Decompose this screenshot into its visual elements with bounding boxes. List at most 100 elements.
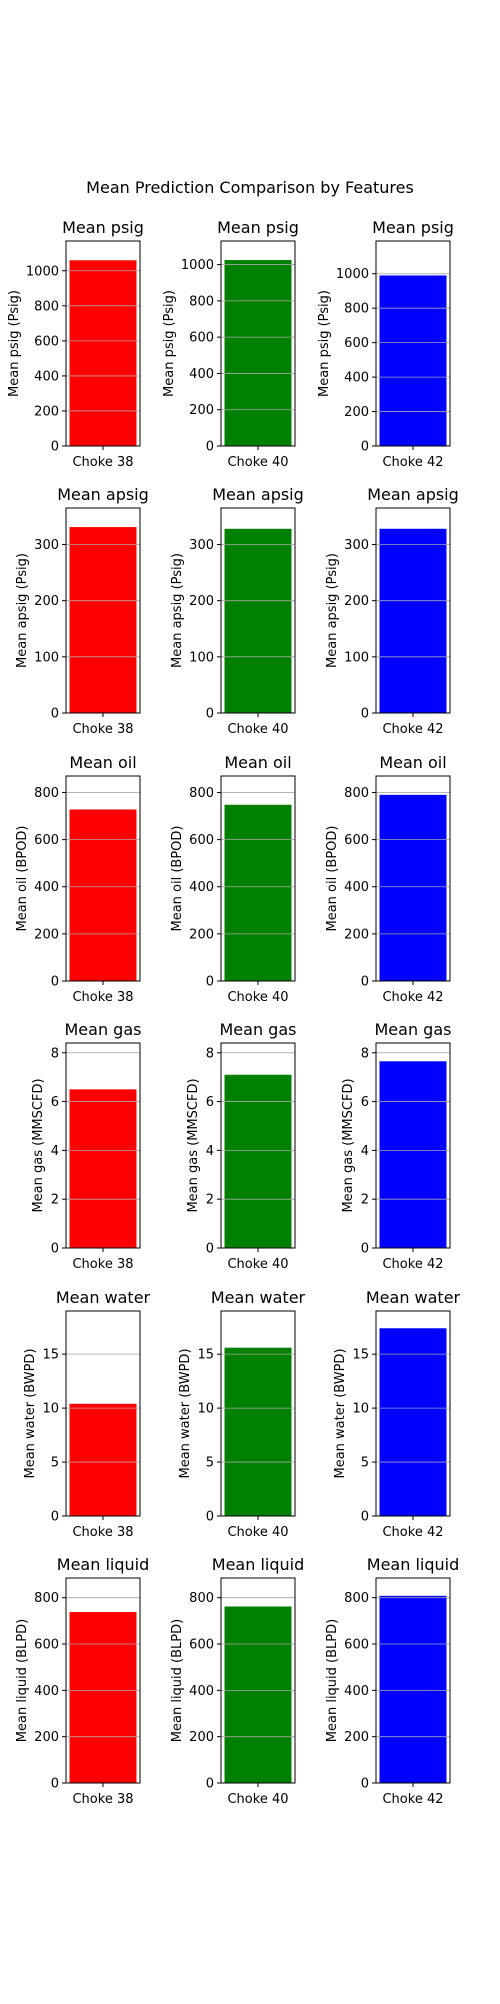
y-tick-label: 200 <box>34 927 59 942</box>
bar <box>379 1061 447 1248</box>
x-tick-label: Choke 40 <box>227 1525 288 1540</box>
bar <box>379 275 447 446</box>
y-tick-label: 8 <box>51 1046 59 1061</box>
subplot-panel: Mean apsig 0 100 200 300 Choke 40 Mean apsig (… <box>170 485 304 737</box>
y-tick-label: 400 <box>344 880 369 895</box>
x-tick-label: Choke 42 <box>382 990 443 1005</box>
y-tick-label: 600 <box>189 331 214 346</box>
y-tick-label: 200 <box>34 594 59 609</box>
subplot-title: Mean psig <box>62 218 144 237</box>
subplot-panel: Mean liquid 0 200 400 600 800 Choke 38 Mean liq… <box>15 1555 149 1807</box>
y-tick-label: 1000 <box>181 258 214 273</box>
y-tick-label: 200 <box>344 927 369 942</box>
subplot-panel: Mean psig 0 200 400 600 800 1000 Choke 40 Mean p… <box>162 218 299 470</box>
y-tick-label: 600 <box>189 1638 214 1653</box>
x-tick-label: Choke 42 <box>382 455 443 470</box>
bar <box>69 1612 137 1783</box>
x-tick-label: Choke 38 <box>72 722 133 737</box>
x-tick-label: Choke 38 <box>72 1257 133 1272</box>
subplot-title: Mean liquid <box>57 1555 149 1574</box>
subplot-panel: Mean water 0 5 10 15 Choke 40 Mean water (BWPD… <box>178 1288 306 1540</box>
bar <box>379 1595 447 1783</box>
y-tick-label: 0 <box>361 1510 369 1525</box>
x-tick-label: Choke 40 <box>227 990 288 1005</box>
y-tick-label: 400 <box>34 1684 59 1699</box>
y-axis-label: Mean water (BWPD) <box>23 1348 38 1478</box>
y-tick-label: 800 <box>34 786 59 801</box>
y-tick-label: 15 <box>197 1348 214 1363</box>
y-tick-label: 0 <box>206 1242 214 1257</box>
subplot-title: Mean water <box>56 1288 151 1307</box>
bar <box>224 1347 292 1516</box>
y-tick-label: 200 <box>189 927 214 942</box>
y-axis-label: Mean apsig (Psig) <box>170 553 185 668</box>
y-axis-label: Mean liquid (BLPD) <box>170 1619 185 1742</box>
y-tick-label: 100 <box>34 650 59 665</box>
y-tick-label: 200 <box>189 594 214 609</box>
y-tick-label: 0 <box>51 975 59 990</box>
y-tick-label: 15 <box>42 1348 59 1363</box>
y-tick-label: 200 <box>34 404 59 419</box>
y-axis-label: Mean apsig (Psig) <box>325 553 340 668</box>
bar <box>69 1403 137 1516</box>
y-tick-label: 0 <box>51 1242 59 1257</box>
bar <box>379 794 447 981</box>
subplot-title: Mean oil <box>224 753 291 772</box>
y-tick-label: 5 <box>51 1456 59 1471</box>
x-tick-label: Choke 38 <box>72 1792 133 1807</box>
figure-title: Mean Prediction Comparison by Features <box>86 178 414 197</box>
y-tick-label: 100 <box>189 650 214 665</box>
y-tick-label: 800 <box>344 1591 369 1606</box>
y-tick-label: 300 <box>34 538 59 553</box>
x-tick-label: Choke 42 <box>382 1257 443 1272</box>
x-tick-label: Choke 38 <box>72 1525 133 1540</box>
subplot-panel: Mean gas 0 2 4 6 8 Choke 40 Mean gas (MMSCFD) <box>186 1020 296 1272</box>
y-tick-label: 0 <box>51 440 59 455</box>
y-axis-label: Mean gas (MMSCFD) <box>341 1078 356 1212</box>
subplot-title: Mean psig <box>217 218 299 237</box>
x-tick-label: Choke 40 <box>227 455 288 470</box>
y-tick-label: 0 <box>361 1242 369 1257</box>
bar <box>69 260 137 446</box>
subplot-title: Mean apsig <box>367 485 459 504</box>
y-tick-label: 400 <box>34 369 59 384</box>
y-tick-label: 100 <box>344 650 369 665</box>
y-tick-label: 4 <box>206 1144 214 1159</box>
y-tick-label: 2 <box>206 1193 214 1208</box>
subplot-title: Mean oil <box>379 753 446 772</box>
y-axis-label: Mean oil (BPOD) <box>170 825 185 931</box>
subplot-title: Mean liquid <box>367 1555 459 1574</box>
bar <box>224 1606 292 1783</box>
y-tick-label: 800 <box>34 1591 59 1606</box>
y-tick-label: 4 <box>51 1144 59 1159</box>
y-tick-label: 5 <box>361 1456 369 1471</box>
bar <box>69 809 137 981</box>
y-axis-label: Mean psig (Psig) <box>317 290 332 397</box>
subplot-title: Mean gas <box>375 1020 452 1039</box>
y-tick-label: 600 <box>344 336 369 351</box>
y-tick-label: 0 <box>51 707 59 722</box>
y-tick-label: 6 <box>361 1095 369 1110</box>
y-tick-label: 10 <box>352 1402 369 1417</box>
y-tick-label: 800 <box>344 786 369 801</box>
y-tick-label: 200 <box>344 405 369 420</box>
y-tick-label: 0 <box>51 1777 59 1792</box>
subplot-panel: Mean apsig 0 100 200 300 Choke 38 Mean apsig (… <box>15 485 149 737</box>
y-tick-label: 400 <box>34 880 59 895</box>
y-tick-label: 600 <box>189 833 214 848</box>
y-tick-label: 800 <box>344 302 369 317</box>
subplot-panel: Mean gas 0 2 4 6 8 Choke 42 Mean gas (MMSCFD) <box>341 1020 451 1272</box>
y-tick-label: 200 <box>34 1730 59 1745</box>
y-axis-label: Mean gas (MMSCFD) <box>31 1078 46 1212</box>
y-tick-label: 1000 <box>336 267 369 282</box>
subplot-panel: Mean oil 0 200 400 600 800 Choke 40 Mean oil (B… <box>170 753 296 1005</box>
y-tick-label: 800 <box>189 294 214 309</box>
y-tick-label: 600 <box>344 833 369 848</box>
y-tick-label: 0 <box>206 440 214 455</box>
subplot-panel: Mean psig 0 200 400 600 800 1000 Choke 38 Mean p… <box>7 218 144 470</box>
y-tick-label: 400 <box>189 367 214 382</box>
bar <box>224 804 292 981</box>
y-tick-label: 0 <box>206 707 214 722</box>
subplot-panel: Mean psig 0 200 400 600 800 1000 Choke 42 Mean p… <box>317 218 454 470</box>
